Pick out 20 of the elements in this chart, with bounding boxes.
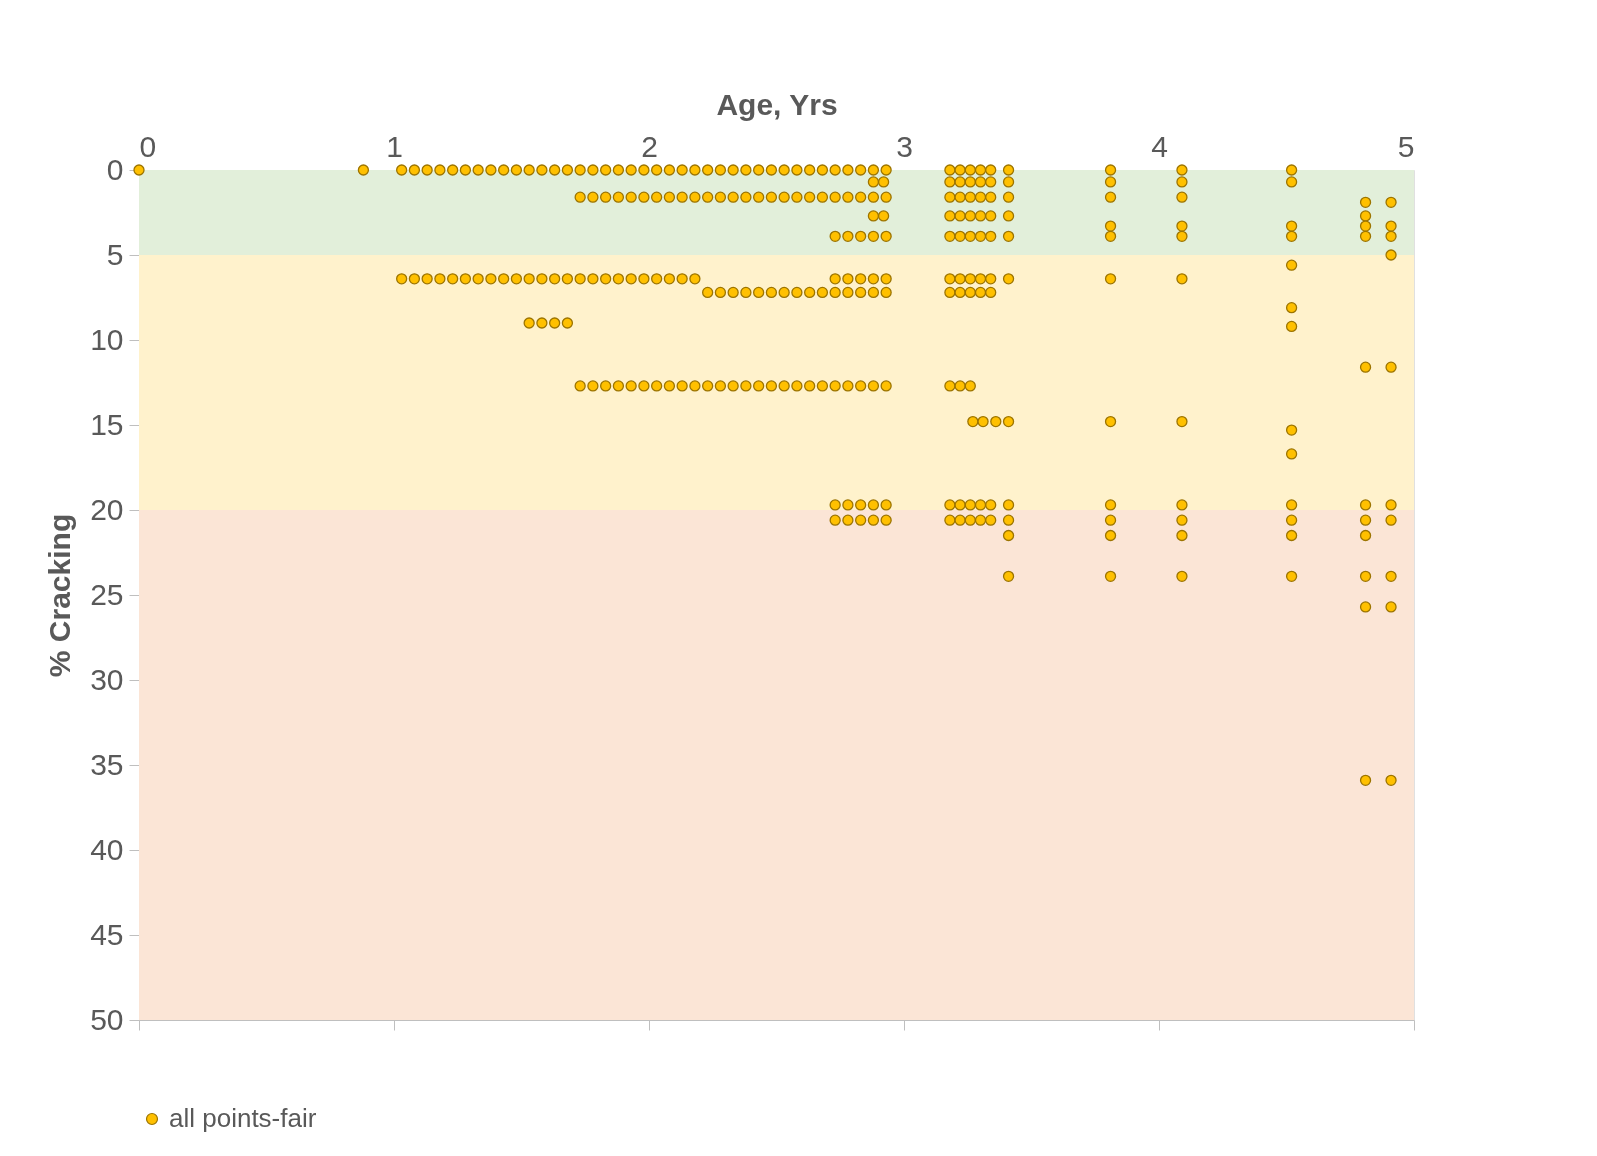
x-tick-label: 1 xyxy=(386,129,403,163)
y-axis-title: % Cracking xyxy=(43,513,77,678)
y-tick-label: 35 xyxy=(90,747,124,781)
y-tick-label: 45 xyxy=(90,917,124,951)
y-tick-label: 15 xyxy=(90,407,124,441)
x-tick-label: 4 xyxy=(1151,129,1168,163)
x-tick-label: 5 xyxy=(1397,129,1415,163)
y-tick-label: 40 xyxy=(90,832,124,866)
x-axis-title: Age, Yrs xyxy=(716,87,838,121)
y-tick-label: 20 xyxy=(90,492,124,526)
y-tick-label: 30 xyxy=(90,662,124,696)
legend-label: all points-fair xyxy=(169,1103,317,1133)
x-tick-label: 2 xyxy=(641,129,658,163)
y-tick-label: 10 xyxy=(90,322,124,356)
y-tick-label: 5 xyxy=(106,237,124,271)
y-tick-label: 25 xyxy=(90,577,124,611)
y-tick-label: 50 xyxy=(90,1002,124,1036)
x-tick-label: 3 xyxy=(896,129,913,163)
y-tick-label: 0 xyxy=(106,152,124,186)
x-tick-label: 0 xyxy=(139,129,157,163)
